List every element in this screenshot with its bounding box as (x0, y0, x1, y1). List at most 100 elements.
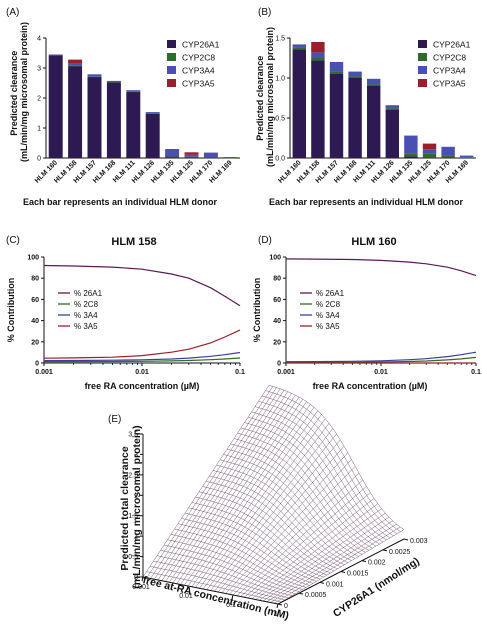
panel-e-ytick-label: 0.0005 (305, 592, 327, 599)
panel-a-bar-segment (68, 63, 83, 66)
panel-e-mesh-line (216, 464, 352, 561)
panel-a-bar-segment (126, 92, 141, 158)
panel-a-bar-segment (87, 74, 102, 77)
panel-a-legend-label: CYP26A1 (182, 40, 220, 50)
panel-c-legend-label: % 3A4 (74, 311, 98, 320)
panel-a-ytick-label: 3 (37, 66, 41, 73)
panel-c-ytick-label: 20 (31, 339, 39, 346)
panel-e-ztick-label: 2 (134, 493, 138, 500)
panel-e-mesh-line (146, 386, 273, 578)
panel-a-bar-segment (68, 66, 83, 158)
panel-b-ytick-label: 1.5 (275, 36, 285, 43)
panel-c-xlabel: free RA concentration (µM) (85, 381, 200, 391)
panel-d-legend-label: % 3A4 (316, 311, 340, 320)
panel-a-legend-swatch (167, 79, 176, 87)
panel-e-mesh-line (206, 428, 333, 590)
panel-b-bar-segment (385, 110, 399, 158)
panel-b-bar-segment (329, 74, 344, 158)
panel-b-bar-segment (460, 157, 474, 158)
panel-e-mesh-line (240, 486, 367, 597)
panel-b-legend-label: CYP3A5 (433, 79, 466, 89)
panel-c-series-line (43, 329, 241, 359)
panel-b-bar-segment (422, 143, 437, 150)
panel-b-bar-segment (348, 71, 362, 77)
panel-e-x-axis (142, 576, 279, 605)
panel-b-bar-segment (441, 146, 455, 156)
panel-b-bar-segment (311, 42, 325, 53)
panel-c-legend-label: % 26A1 (74, 289, 103, 298)
panel-e-zlabel-line2: (mL/min/mg microsomal protein) (131, 425, 143, 588)
panel-e-ztick-label: 1 (134, 534, 138, 541)
panel-d-legend-label: % 3A5 (316, 322, 340, 331)
panel-b-bar-segment (311, 60, 325, 158)
panel-b-bar-segment (329, 62, 344, 72)
panel-e-mesh-line (247, 498, 375, 599)
panel-b-ylabel-line1: Predicted clearance (255, 56, 265, 141)
panel-e-xtick-mark (141, 576, 144, 582)
panel-a-legend-swatch (167, 66, 176, 74)
panel-b-bar-segment (292, 44, 306, 48)
panel-d-ytick-label: 100 (269, 255, 281, 262)
panel-a-bar-segment (87, 76, 102, 78)
panel-d-xtick-label: 0.01 (374, 369, 388, 376)
panel-e-mesh-line (223, 454, 359, 557)
panel-b-ytick-label: 1.0 (275, 76, 285, 83)
panel-b-ytick-label: 0.0 (275, 156, 285, 163)
panel-e-zlabel-line1: Predicted total clearance (119, 446, 131, 570)
panel-b-bar-segment (441, 155, 455, 158)
panel-e-mesh-line (150, 387, 277, 579)
panel-c-ytick-label: 0 (35, 361, 39, 368)
panel-e-mesh-line (161, 391, 288, 581)
panel-a-bar-segment (126, 90, 141, 92)
panel-b-bar-segment (385, 105, 399, 109)
panel-e-xtick-mark (276, 603, 279, 609)
panel-e-mesh-line (142, 385, 270, 578)
panel-e-mesh-line (172, 396, 300, 584)
panel-e-mesh-line (229, 466, 356, 595)
panel-a-bar-segment (48, 55, 63, 158)
panel-e-xtick-label: 0.01 (179, 593, 193, 600)
panel-b-bar-segment (292, 47, 306, 50)
panel-a-bar-segment (126, 91, 141, 93)
panel-a-ytick-label: 4 (37, 36, 41, 43)
panel-e-mesh-line (176, 399, 303, 584)
panel-b-bar-segment (422, 149, 437, 154)
panel-b-ytick-label: 0.5 (275, 116, 285, 123)
panel-e-mesh-line (262, 517, 390, 602)
panel-e-ztick-label: 0 (134, 575, 138, 582)
panel-a-bar-segment (145, 113, 160, 158)
panel-b-bar-segment (367, 84, 381, 86)
panel-a-bar-segment (165, 149, 180, 157)
panel-e-ztick-label: 1.5 (128, 513, 138, 520)
panel-a-ytick-label: 1 (37, 126, 41, 133)
panel-a-ylabel-line1: Predicted clearance (9, 51, 19, 136)
panel-b-bar-segment (311, 58, 325, 61)
panel-e-ytick-mark (340, 571, 346, 573)
panel-e-mesh-line (270, 523, 397, 603)
panel-c-ytick-label: 40 (31, 318, 39, 325)
panel-d-title: HLM 160 (351, 236, 396, 248)
panel-a-xlabel: Each bar represents an individual HLM do… (23, 197, 218, 207)
panel-e-mesh-line (199, 418, 326, 589)
panel-a-bar-segment (184, 154, 199, 157)
panel-d-xlabel: free RA concentration (µM) (313, 381, 428, 391)
panel-e-xtick-mark (231, 594, 234, 600)
panel-e-mesh-line (255, 508, 382, 600)
panel-a-bar-segment (223, 157, 238, 158)
panel-b-bar-segment (422, 153, 437, 158)
panel-e-mesh-line (195, 414, 322, 588)
panel-a-legend-swatch (167, 40, 176, 48)
panel-e-mesh-line (184, 404, 311, 586)
panel-d-legend-label: % 26A1 (316, 289, 345, 298)
panel-e-ytick-mark (277, 603, 283, 606)
panel-d-ytick-label: 60 (273, 297, 281, 304)
panel-e-mesh-line (180, 401, 307, 585)
panel-e-ytick-label: 0.002 (368, 560, 386, 567)
panel-a-bar-segment (203, 157, 218, 159)
panel-a-bar-segment (184, 152, 199, 155)
panel-d-series-line (285, 351, 477, 363)
panel-e-ytick-label: 0.0015 (347, 571, 369, 578)
panel-e-mesh-line (154, 388, 281, 580)
panel-b-bar-segment (292, 49, 306, 159)
panel-b-legend-swatch (418, 53, 427, 61)
